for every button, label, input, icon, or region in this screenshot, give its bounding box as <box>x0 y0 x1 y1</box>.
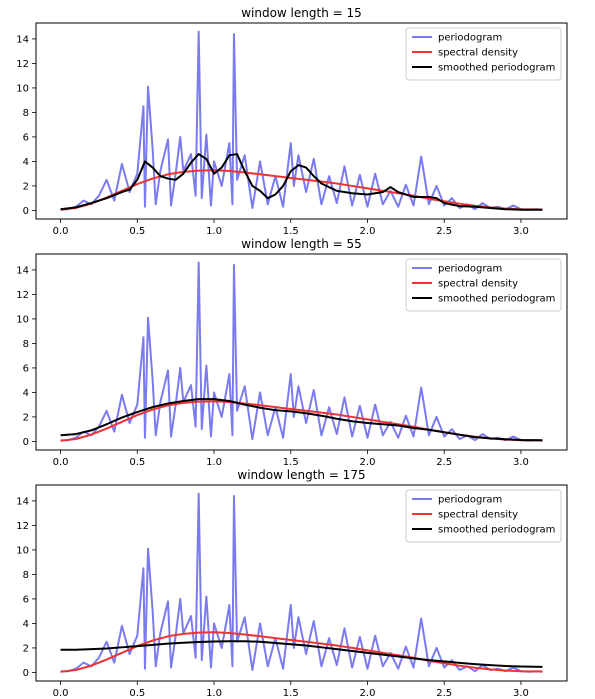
x-tick-label: 3.0 <box>513 457 529 468</box>
y-tick-label: 2 <box>23 412 29 423</box>
series-line-spectral-density <box>60 400 543 442</box>
y-tick-label: 0 <box>23 437 29 448</box>
series-line-smoothed-periodogram <box>60 153 543 211</box>
y-tick-label: 2 <box>23 181 29 192</box>
y-tick-label: 6 <box>23 363 29 374</box>
y-tick-label: 0 <box>23 668 29 679</box>
chart-title: window length = 15 <box>241 6 362 20</box>
legend-entry: periodogram <box>438 264 502 275</box>
y-tick-label: 6 <box>23 132 29 143</box>
legend-entry: periodogram <box>438 495 502 506</box>
legend-entry: spectral density <box>438 48 518 59</box>
x-tick-label: 1.0 <box>206 457 222 468</box>
y-tick-label: 6 <box>23 594 29 605</box>
y-tick-label: 14 <box>16 265 29 276</box>
chart-panel-2: window length = 55 0.0 0.5 1.0 1.5 2.0 2.5 3.0 0… <box>16 237 568 468</box>
x-tick-label: 2.5 <box>436 457 452 468</box>
legend: periodogram spectral density smoothed peri… <box>405 258 562 312</box>
x-tick-label: 2.0 <box>360 226 376 237</box>
y-tick-label: 10 <box>16 545 29 556</box>
legend-entry: smoothed periodogram <box>438 525 555 536</box>
x-tick-label: 0.5 <box>129 688 145 699</box>
y-tick-label: 12 <box>16 59 29 70</box>
x-tick-label: 1.5 <box>283 688 299 699</box>
x-tick-label: 2.5 <box>436 688 452 699</box>
x-tick-label: 0.0 <box>53 688 69 699</box>
x-tick-label: 1.5 <box>283 457 299 468</box>
y-tick-label: 4 <box>23 388 29 399</box>
y-tick-label: 10 <box>16 314 29 325</box>
legend-box <box>405 27 562 81</box>
y-tick-label: 12 <box>16 290 29 301</box>
x-tick-label: 1.0 <box>206 688 222 699</box>
legend-box <box>405 258 562 312</box>
series-line-periodogram <box>60 261 543 442</box>
y-tick-label: 8 <box>23 570 29 581</box>
x-tick-label: 0.5 <box>129 226 145 237</box>
y-tick-label: 12 <box>16 521 29 532</box>
y-tick-label: 2 <box>23 643 29 654</box>
chart-title: window length = 55 <box>241 237 362 251</box>
y-tick-label: 8 <box>23 108 29 119</box>
x-tick-label: 1.0 <box>206 226 222 237</box>
chart-panel-3: window length = 175 0.0 0.5 1.0 1.5 2.0 2.5 3.0… <box>16 468 568 699</box>
x-tick-label: 0.0 <box>53 457 69 468</box>
legend-entry: spectral density <box>438 279 518 290</box>
x-tick-label: 2.0 <box>360 688 376 699</box>
axes-frame <box>35 484 568 682</box>
legend-box <box>405 489 562 543</box>
x-tick-label: 2.5 <box>436 226 452 237</box>
x-tick-label: 1.5 <box>283 226 299 237</box>
series-line-spectral-density <box>60 631 543 673</box>
x-tick-label: 3.0 <box>513 688 529 699</box>
chart-title: window length = 175 <box>237 468 365 482</box>
x-tick-label: 0.5 <box>129 457 145 468</box>
x-tick-label: 0.0 <box>53 226 69 237</box>
chart-panel-1: window length = 15 0.0 0.5 1.0 1.5 2.0 2.5 3.0 0… <box>16 6 568 237</box>
series-line-smoothed-periodogram <box>60 398 543 442</box>
axes-frame <box>35 22 568 220</box>
series-line-smoothed-periodogram <box>60 640 543 668</box>
y-tick-label: 14 <box>16 496 29 507</box>
x-tick-label: 3.0 <box>513 226 529 237</box>
y-tick-label: 4 <box>23 619 29 630</box>
y-tick-label: 0 <box>23 206 29 217</box>
y-tick-label: 4 <box>23 157 29 168</box>
x-tick-label: 2.0 <box>360 457 376 468</box>
legend-entry: spectral density <box>438 510 518 521</box>
legend: periodogram spectral density smoothed peri… <box>405 489 562 543</box>
series-line-periodogram <box>60 30 543 211</box>
legend-entry: periodogram <box>438 33 502 44</box>
legend-entry: smoothed periodogram <box>438 294 555 305</box>
y-tick-label: 10 <box>16 83 29 94</box>
y-tick-label: 8 <box>23 339 29 350</box>
legend-entry: smoothed periodogram <box>438 63 555 74</box>
series-line-spectral-density <box>60 169 543 211</box>
y-tick-label: 14 <box>16 34 29 45</box>
legend: periodogram spectral density smoothed peri… <box>405 27 562 81</box>
axes-frame <box>35 253 568 451</box>
